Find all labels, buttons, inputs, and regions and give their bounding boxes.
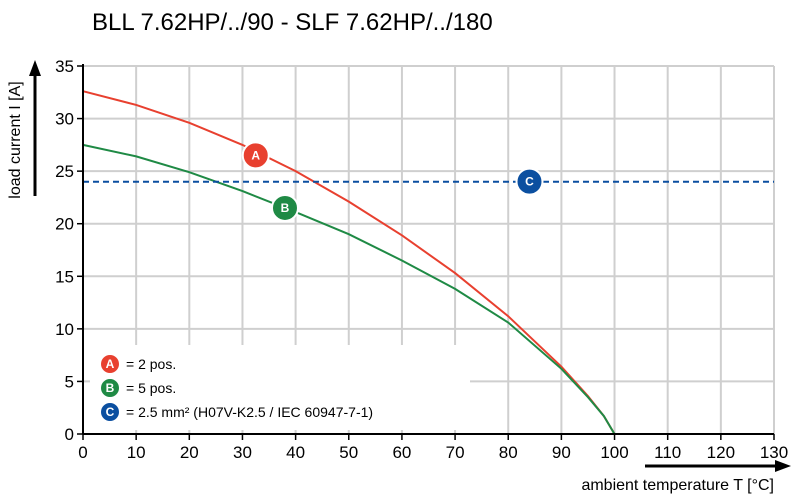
series-marker-c-letter: C <box>525 175 534 189</box>
legend-badge-b-letter: B <box>106 381 115 395</box>
x-axis-arrow-head <box>775 460 791 472</box>
chart-title: BLL 7.62HP/../90 - SLF 7.62HP/../180 <box>92 9 493 36</box>
x-tick-label-20: 20 <box>180 443 199 462</box>
y-tick-label-25: 25 <box>55 162 74 181</box>
legend-label-c: = 2.5 mm² (H07V-K2.5 / IEC 60947-7-1) <box>126 404 373 420</box>
series-marker-a-circle <box>241 141 270 170</box>
x-tick-label-70: 70 <box>446 443 465 462</box>
series-marker-b: B <box>270 193 299 222</box>
legend-badge-a-circle <box>99 353 121 375</box>
y-tick-label-5: 5 <box>65 372 74 391</box>
x-tick-label-110: 110 <box>654 443 681 462</box>
x-tick-label-10: 10 <box>127 443 146 462</box>
tick-labels: 0 10 20 30 40 50 60 70 80 90 100 110 120 130 0 5 10 15 20 2… <box>55 57 788 462</box>
series-marker-c-circle <box>515 167 544 196</box>
series-marker-b-letter: B <box>281 201 290 215</box>
curves <box>82 90 774 435</box>
series-marker-a-letter: A <box>251 148 260 162</box>
y-tick-label-30: 30 <box>55 110 74 129</box>
series-line-b <box>82 143 616 435</box>
x-tick-label-100: 100 <box>600 443 628 462</box>
x-tick-label-30: 30 <box>233 443 252 462</box>
series-marker-a: A <box>241 141 270 170</box>
x-tick-label-120: 120 <box>707 443 735 462</box>
x-tick-label-60: 60 <box>392 443 411 462</box>
legend-label-a: = 2 pos. <box>126 356 176 372</box>
x-tick-label-0: 0 <box>78 443 87 462</box>
legend: A = 2 pos. B = 5 pos. C = 2.5 mm² (H07V-K2.5 … <box>99 353 373 423</box>
legend-badge-c-letter: C <box>106 405 115 419</box>
legend-badge-b: B <box>99 377 121 399</box>
x-tick-label-80: 80 <box>499 443 518 462</box>
y-tick-label-35: 35 <box>55 57 74 76</box>
legend-label-b: = 5 pos. <box>126 380 176 396</box>
series-markers: A B C <box>241 141 544 222</box>
legend-badge-c: C <box>99 401 121 423</box>
x-tick-label-130: 130 <box>760 443 788 462</box>
y-tick-label-15: 15 <box>55 267 74 286</box>
legend-badge-a: A <box>99 353 121 375</box>
series-marker-c: C <box>515 167 544 196</box>
legend-badge-b-circle <box>99 377 121 399</box>
y-tick-label-0: 0 <box>65 425 74 444</box>
y-tick-label-10: 10 <box>55 320 74 339</box>
axes <box>29 60 791 472</box>
series-marker-b-circle <box>270 193 299 222</box>
legend-badge-c-circle <box>99 401 121 423</box>
x-tick-label-40: 40 <box>286 443 305 462</box>
y-tick-label-20: 20 <box>55 215 74 234</box>
legend-badge-a-letter: A <box>106 357 115 371</box>
y-axis-label: load current I [A] <box>7 81 24 198</box>
y-axis-arrow-head <box>29 60 41 76</box>
x-tick-label-50: 50 <box>339 443 358 462</box>
x-axis-label: ambient temperature T [°C] <box>581 477 774 494</box>
legend-box <box>90 345 470 430</box>
x-tick-label-90: 90 <box>552 443 571 462</box>
